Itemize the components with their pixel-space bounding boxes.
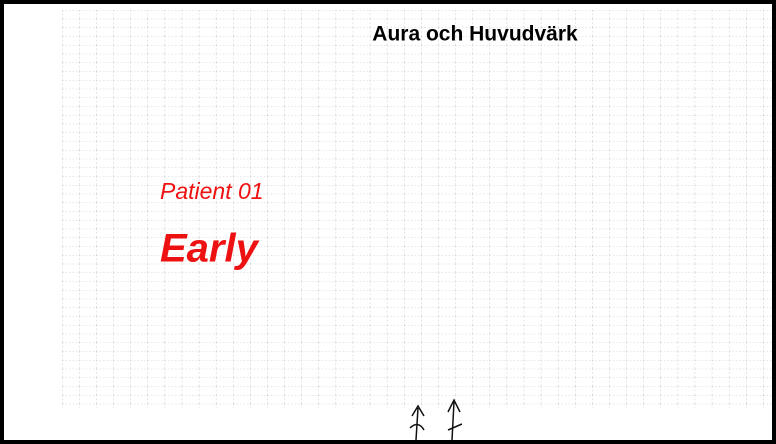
annotation: Early (160, 227, 260, 271)
arrow (409, 404, 425, 441)
minor-grid (62, 10, 776, 408)
chart-title: Aura och Huvudvärk (372, 23, 578, 46)
arrow (447, 398, 463, 441)
annotation: Patient 01 (160, 178, 264, 204)
